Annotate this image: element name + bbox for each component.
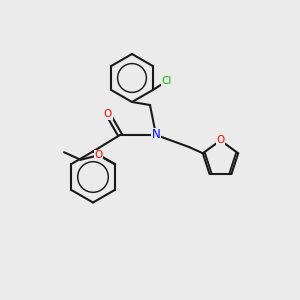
Text: Cl: Cl bbox=[161, 76, 172, 86]
Text: O: O bbox=[104, 109, 112, 119]
Text: O: O bbox=[94, 150, 103, 160]
Text: N: N bbox=[152, 128, 160, 142]
Text: O: O bbox=[216, 135, 225, 146]
